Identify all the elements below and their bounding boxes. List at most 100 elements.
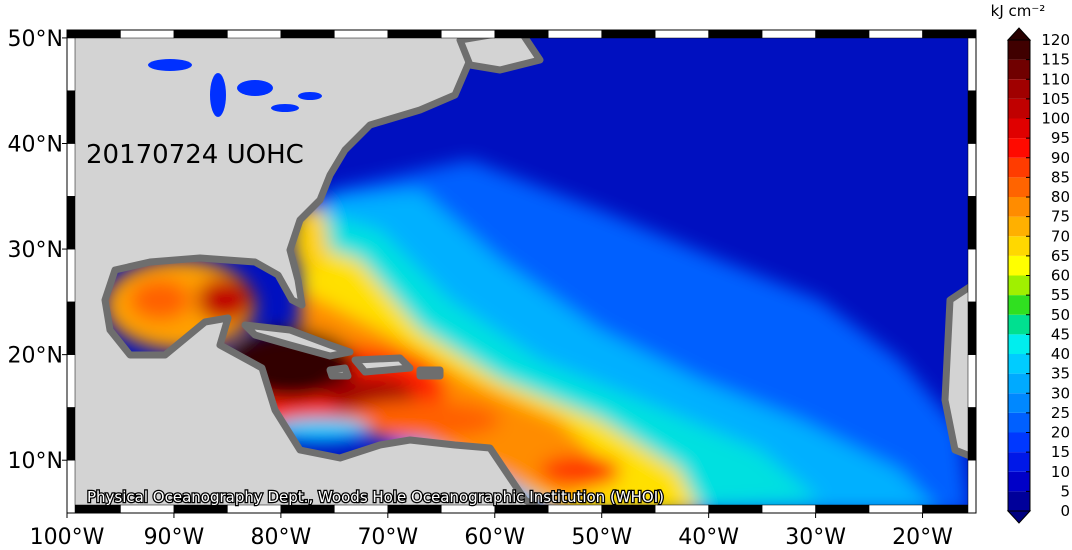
colorbar-bin [1008,334,1030,354]
lat-tick-label: 10°N [8,449,63,474]
frame-block [280,504,335,514]
colorbar-tick-label: 120 [1041,31,1070,49]
frame-block [66,407,76,461]
colorbar-bin [1008,138,1030,158]
credit: Physical Oceanography Dept., Woods Hole … [87,488,664,506]
colorbar-tick-label: 55 [1051,286,1070,304]
lon-tick-label: 100°W [30,525,105,550]
frame-block [66,143,76,197]
frame-block [227,504,282,514]
colorbar-tick-label: 25 [1051,404,1070,422]
colorbar-tick-label: 115 [1041,51,1070,69]
frame-block [66,90,76,144]
colorbar-over [1006,27,1032,41]
frame-block [967,37,977,91]
frame-block [441,504,496,514]
colorbar-bin [1008,471,1030,492]
frame-block [280,29,335,39]
frame-block [967,459,977,514]
colorbar-bin [1008,432,1030,453]
colorbar-bin [1008,491,1030,511]
colorbar-tick-label: 20 [1051,424,1070,442]
frame-block [66,354,76,408]
frame-block [494,29,549,39]
frame-block [967,29,977,39]
colorbar-tick-label: 100 [1041,110,1070,128]
colorbar-tick-label: 30 [1051,384,1070,402]
lon-tick-label: 40°W [678,525,739,550]
colorbar-bin [1008,197,1030,217]
frame-block [173,504,228,514]
map-area [67,30,976,513]
frame-block [227,29,282,39]
frame-block [967,196,977,250]
map-border [66,29,977,514]
colorbar-tick-label: 0 [1060,502,1070,520]
colorbar-tick-label: 70 [1051,227,1070,245]
frame-block [66,301,76,355]
frame-block [66,248,76,303]
map-label: 20170724 UOHC [86,140,304,170]
frame-block [967,407,977,461]
colorbar-bin [1008,275,1030,296]
colorbar-bin [1008,412,1030,433]
lat-tick-label: 30°N [8,238,63,263]
frame-block [601,29,656,39]
colorbar-bin [1008,295,1030,315]
frame-block [708,504,763,514]
frame-block [967,354,977,408]
colorbar-bin [1008,216,1030,237]
frame-block [66,196,76,250]
colorbar-tick-label: 35 [1051,365,1070,383]
colorbar-tick-label: 65 [1051,247,1070,265]
colorbar-tick-label: 95 [1051,129,1070,147]
colorbar-bin [1008,373,1030,394]
lat-tick-label: 40°N [8,132,63,157]
great-lakes [148,59,322,117]
colorbar-tick-label: 5 [1060,482,1070,500]
frame-block [967,301,977,355]
colorbar-bin [1008,452,1030,472]
frame-block [66,29,76,39]
frame-block [547,504,602,514]
colorbar-bin [1008,40,1030,60]
lon-tick-label: 90°W [144,525,205,550]
colorbar-tick-label: 110 [1041,70,1070,88]
frame-block [334,504,389,514]
frame-block [868,504,923,514]
frame-block [334,29,389,39]
colorbar-bin [1008,118,1030,139]
frame-block [494,504,549,514]
lat-tick-label: 50°N [8,27,63,52]
lon-tick-label: 30°W [785,525,846,550]
lat-tick-label: 20°N [8,344,63,369]
lon-tick-label: 80°W [251,525,312,550]
frame-block [120,29,175,39]
colorbar-bin [1008,157,1030,178]
frame-block [173,29,228,39]
frame-block [967,248,977,303]
colorbar-tick-label: 60 [1051,267,1070,285]
colorbar-tick-label: 105 [1041,90,1070,108]
colorbar-bin [1008,79,1030,99]
colorbar-unit: kJ cm⁻² [991,2,1046,20]
frame-block [815,29,870,39]
frame-block [66,37,76,91]
lon-tick-label: 50°W [571,525,632,550]
colorbar-under [1006,510,1032,524]
lon-tick-label: 20°W [892,525,953,550]
colorbar-tick-label: 50 [1051,306,1070,324]
frame-block [66,459,76,514]
colorbar-tick-label: 45 [1051,325,1070,343]
frame-block [441,29,496,39]
frame-block [868,29,923,39]
colorbar-tick-label: 85 [1051,168,1070,186]
colorbar-tick-label: 75 [1051,208,1070,226]
lon-tick-label: 60°W [464,525,525,550]
colorbar-tick-label: 80 [1051,188,1070,206]
colorbar-bin [1008,177,1030,197]
frame-block [387,29,442,39]
frame-block [708,29,763,39]
colorbar-bin [1008,255,1030,276]
